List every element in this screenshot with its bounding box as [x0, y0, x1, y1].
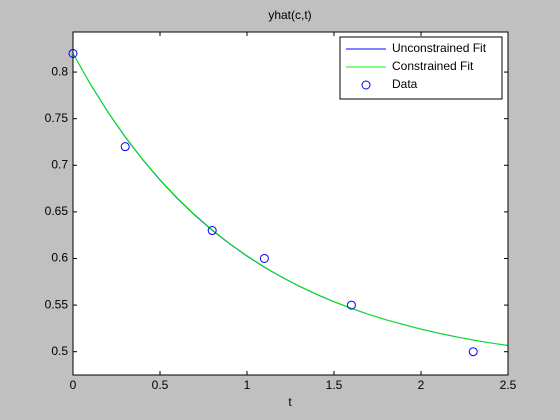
y-tick-label: 0.55 [45, 297, 69, 311]
y-tick-label: 0.5 [51, 344, 68, 358]
y-tick-label: 0.7 [51, 157, 68, 171]
x-tick-label: 0 [70, 378, 77, 392]
x-tick-label: 1 [244, 378, 251, 392]
legend-label: Unconstrained Fit [392, 41, 487, 55]
data-point [259, 253, 269, 263]
data-point [120, 142, 130, 152]
y-tick-label: 0.65 [45, 204, 69, 218]
x-axis-label: t [288, 395, 292, 409]
legend-label: Data [392, 77, 418, 91]
y-tick-label: 0.8 [51, 64, 68, 78]
x-tick-label: 2 [418, 378, 425, 392]
y-tick-label: 0.6 [51, 251, 68, 265]
data-point [468, 347, 478, 357]
x-tick-label: 0.5 [152, 378, 169, 392]
y-tick-label: 0.75 [45, 111, 69, 125]
legend-swatch [361, 80, 371, 90]
data-point [207, 226, 217, 236]
x-tick-label: 2.5 [500, 378, 517, 392]
x-tick-label: 1.5 [326, 378, 343, 392]
axes-box [72, 31, 509, 376]
fit-line [72, 53, 509, 347]
chart-title: yhat(c,t) [268, 8, 311, 22]
data-point [346, 300, 356, 310]
legend-label: Constrained Fit [392, 59, 474, 73]
